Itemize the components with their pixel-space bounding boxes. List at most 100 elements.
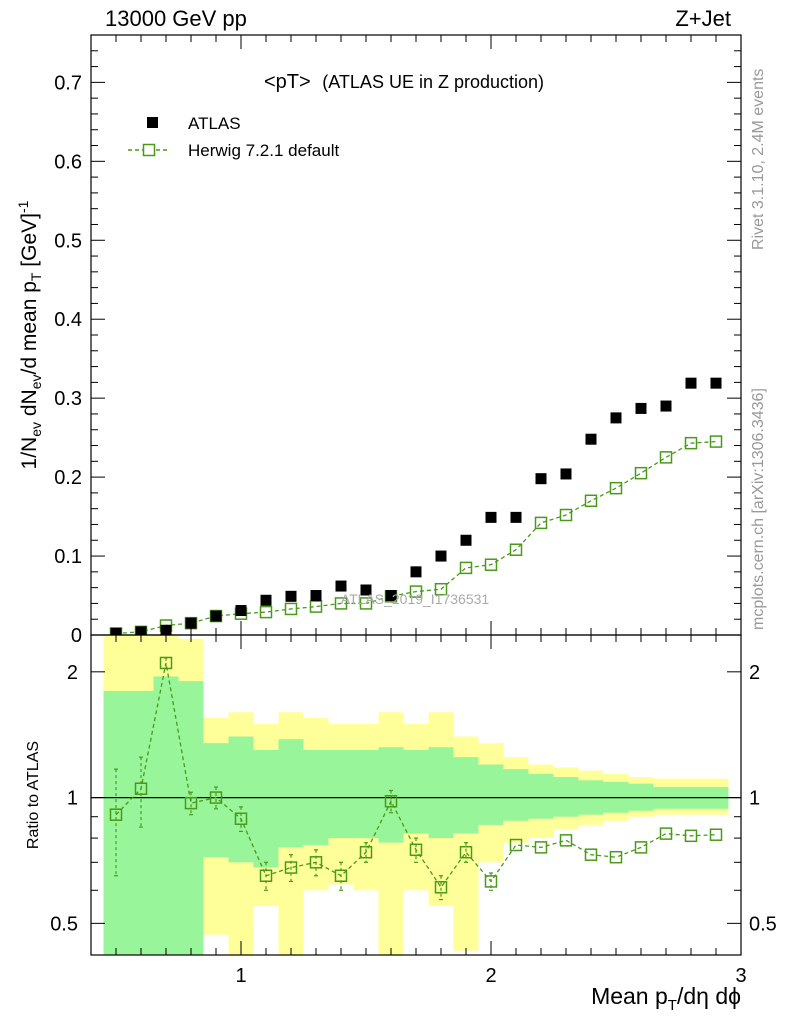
main-atlas-point bbox=[285, 590, 297, 602]
main-herwig-point bbox=[359, 597, 373, 610]
ratio-herwig-point bbox=[634, 841, 648, 854]
main-y-tick-label: 0.1 bbox=[54, 546, 82, 568]
band-inner bbox=[428, 747, 454, 839]
main-atlas-point bbox=[710, 377, 722, 389]
ratio-herwig-point bbox=[559, 834, 573, 847]
main-y-tick-label: 0.6 bbox=[54, 151, 82, 173]
ratio-y-tick-label: 2 bbox=[67, 662, 78, 684]
title-observable: <pT> bbox=[264, 71, 311, 93]
main-y-tick-label: 0.2 bbox=[54, 467, 82, 489]
band-inner bbox=[128, 690, 154, 955]
ratio-y-tick-label-right: 2 bbox=[749, 662, 760, 684]
x-tick-label: 2 bbox=[485, 965, 496, 987]
ratio-herwig-point bbox=[609, 850, 623, 864]
legend-herwig-label: Herwig 7.2.1 default bbox=[188, 141, 339, 160]
ratio-y-tick-label-right: 0.5 bbox=[749, 913, 777, 935]
main-herwig-point bbox=[484, 558, 498, 571]
ratio-herwig-point bbox=[659, 827, 673, 840]
ratio-herwig-point bbox=[684, 829, 698, 843]
band-inner bbox=[153, 676, 179, 955]
ratio-herwig-point bbox=[234, 812, 248, 825]
legend-herwig-marker bbox=[142, 143, 156, 157]
title-subtitle: (ATLAS UE in Z production) bbox=[322, 72, 544, 92]
main-herwig-point bbox=[334, 597, 348, 610]
ratio-herwig-point bbox=[334, 869, 348, 883]
main-atlas-point bbox=[660, 400, 672, 412]
main-atlas-point bbox=[310, 590, 322, 602]
band-inner bbox=[378, 747, 404, 843]
ratio-herwig-point bbox=[284, 861, 298, 874]
band-inner bbox=[228, 736, 254, 863]
main-atlas-point bbox=[510, 511, 522, 523]
band-inner bbox=[478, 764, 504, 825]
rivet-label: Rivet 3.1.10, 2.4M events bbox=[750, 69, 767, 250]
band-inner bbox=[103, 690, 129, 955]
band-inner bbox=[278, 739, 304, 848]
main-atlas-point bbox=[610, 412, 622, 424]
main-atlas-point bbox=[585, 433, 597, 445]
ratio-y-tick-label: 0.5 bbox=[50, 913, 78, 935]
main-atlas-point bbox=[460, 534, 472, 546]
main-herwig-point bbox=[709, 435, 723, 448]
ratio-herwig-point bbox=[409, 843, 423, 857]
main-atlas-point bbox=[635, 402, 647, 414]
ratio-herwig-line bbox=[115, 662, 717, 889]
main-herwig-point bbox=[459, 561, 473, 575]
ratio-herwig-point bbox=[384, 795, 398, 808]
analysis-watermark: ATLAS_2019_I1736531 bbox=[341, 591, 490, 607]
main-herwig-point bbox=[684, 436, 698, 450]
x-tick-label: 1 bbox=[235, 965, 246, 987]
main-atlas-point bbox=[260, 594, 272, 606]
main-y-tick-label: 0 bbox=[71, 625, 82, 647]
x-tick-label: 3 bbox=[735, 965, 746, 987]
band-inner bbox=[453, 757, 479, 834]
ratio-herwig-point bbox=[534, 841, 548, 854]
ratio-herwig-point bbox=[359, 845, 373, 859]
main-y-tick-label: 0.7 bbox=[54, 72, 82, 94]
main-atlas-point bbox=[385, 590, 397, 602]
ratio-herwig-point bbox=[484, 875, 498, 888]
main-herwig-point bbox=[309, 600, 323, 613]
main-panel bbox=[109, 377, 723, 640]
main-y-axis-label: 1/Nev dNev/d mean pT [GeV]-1 bbox=[15, 200, 44, 469]
main-atlas-point bbox=[235, 605, 247, 617]
ratio-herwig-point bbox=[159, 656, 173, 670]
band-inner bbox=[403, 749, 429, 834]
energy-label: 13000 GeV pp bbox=[105, 6, 247, 31]
legend-atlas-marker bbox=[147, 117, 158, 128]
ratio-bands bbox=[103, 635, 729, 955]
mcplots-label: mcplots.cern.ch [arXiv:1306.3436] bbox=[750, 388, 767, 630]
x-axis-label: Mean pT/dη dϕ bbox=[591, 983, 741, 1014]
main-atlas-point bbox=[360, 584, 372, 596]
main-herwig-point bbox=[584, 494, 598, 508]
ratio-herwig-point bbox=[509, 838, 523, 852]
main-atlas-point bbox=[485, 511, 497, 523]
band-inner bbox=[553, 777, 579, 817]
main-herwig-point bbox=[634, 466, 648, 480]
band-inner bbox=[328, 749, 354, 839]
band-inner bbox=[253, 749, 279, 868]
main-atlas-point bbox=[685, 377, 697, 389]
ratio-herwig-point bbox=[434, 881, 448, 894]
main-herwig-point bbox=[259, 605, 273, 619]
ratio-y-tick-label: 1 bbox=[67, 788, 78, 810]
main-atlas-point bbox=[535, 473, 547, 485]
band-inner bbox=[353, 749, 379, 839]
ratio-herwig-point bbox=[309, 856, 323, 869]
axes: 1 2 3 0 0.1 0.2 0.3 0.4 0.5 0.6 0.7 0.5 0.5 1 1 2 2 bbox=[50, 35, 777, 987]
main-atlas-point bbox=[335, 580, 347, 592]
main-atlas-point bbox=[435, 550, 447, 562]
ratio-herwig-point bbox=[184, 796, 198, 810]
main-y-tick-label: 0.3 bbox=[54, 388, 82, 410]
legend: ATLAS Herwig 7.2.1 default bbox=[128, 114, 339, 160]
plot-title-main: <pT> (ATLAS UE in Z production) bbox=[264, 71, 544, 93]
process-label: Z+Jet bbox=[675, 6, 731, 31]
legend-atlas-label: ATLAS bbox=[188, 114, 241, 133]
ratio-herwig-point bbox=[459, 845, 473, 859]
main-atlas-point bbox=[185, 617, 197, 629]
main-atlas-point bbox=[560, 468, 572, 480]
main-atlas-point bbox=[210, 610, 222, 622]
ratio-herwig-point bbox=[259, 869, 273, 883]
main-herwig-point bbox=[284, 602, 298, 616]
